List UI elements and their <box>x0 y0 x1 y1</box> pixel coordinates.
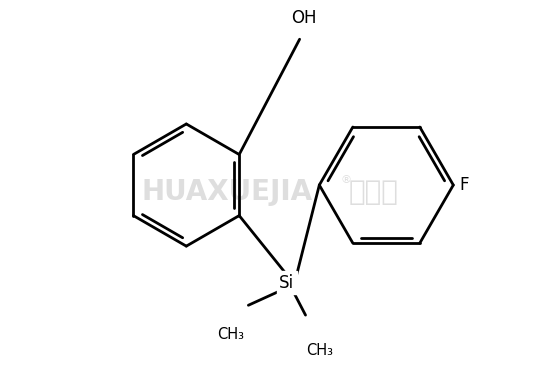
Text: HUAXUEJIA: HUAXUEJIA <box>142 178 313 206</box>
Text: 化学加: 化学加 <box>349 178 399 206</box>
Text: F: F <box>459 176 469 194</box>
Text: Si: Si <box>279 274 294 291</box>
Text: CH₃: CH₃ <box>217 327 244 342</box>
Text: OH: OH <box>291 9 316 28</box>
Text: CH₃: CH₃ <box>306 343 333 358</box>
Text: ®: ® <box>341 175 352 185</box>
